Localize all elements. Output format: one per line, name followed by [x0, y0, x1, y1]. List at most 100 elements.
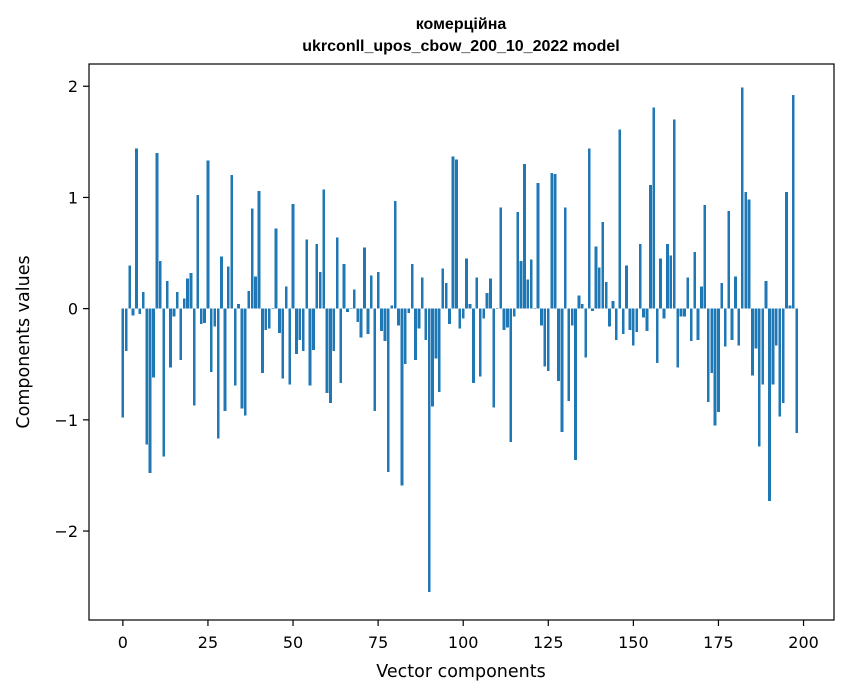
bar	[540, 308, 543, 326]
bar	[158, 260, 162, 309]
bar	[138, 308, 142, 315]
bar	[662, 308, 666, 319]
bar	[788, 305, 792, 309]
bar	[421, 277, 424, 309]
bar	[727, 210, 731, 309]
bar	[757, 308, 761, 447]
bar	[281, 308, 285, 379]
x-tick-label: 75	[368, 633, 388, 652]
bar	[553, 174, 557, 309]
bar	[186, 278, 189, 309]
bar	[189, 273, 193, 309]
bar	[560, 308, 564, 433]
bar	[254, 276, 257, 309]
bar	[291, 204, 295, 309]
y-tick-label: 2	[68, 77, 78, 96]
bar	[666, 244, 669, 309]
bar	[577, 295, 581, 309]
bar	[264, 308, 268, 330]
x-tick-label: 200	[788, 633, 819, 652]
bar	[492, 308, 496, 408]
bar	[764, 280, 768, 309]
bar	[318, 271, 322, 309]
y-tick-label: −1	[54, 411, 78, 430]
bar	[145, 308, 149, 445]
bar	[220, 256, 223, 309]
bar	[730, 308, 734, 340]
bar	[526, 279, 530, 309]
bar	[175, 291, 179, 309]
bar	[669, 255, 673, 309]
bar	[523, 164, 526, 309]
bar	[761, 308, 765, 385]
bar	[649, 185, 652, 309]
bar	[768, 308, 771, 502]
bar	[373, 308, 377, 411]
bar	[628, 308, 632, 330]
bar	[713, 308, 717, 426]
bar	[625, 265, 628, 309]
bar	[410, 264, 414, 309]
bar	[679, 308, 683, 317]
bar	[386, 308, 390, 473]
bar	[295, 308, 298, 355]
bar	[676, 308, 679, 368]
bar	[196, 195, 200, 309]
bar	[703, 205, 707, 309]
bar	[546, 308, 550, 371]
bar	[240, 308, 244, 409]
y-axis-label: Components values	[14, 255, 34, 428]
bar	[475, 277, 479, 309]
bar	[659, 258, 662, 309]
x-tick-label: 125	[533, 633, 564, 652]
bar	[216, 308, 220, 439]
bar	[689, 308, 693, 341]
bar	[465, 258, 468, 309]
bar	[645, 308, 649, 331]
bar	[244, 308, 247, 416]
bar	[706, 308, 710, 403]
bar	[329, 308, 332, 404]
bar	[400, 308, 404, 486]
bar	[417, 308, 421, 329]
bar	[213, 308, 217, 327]
bar	[502, 308, 506, 330]
bar	[468, 304, 472, 309]
bar	[601, 221, 605, 309]
bar	[223, 308, 227, 411]
bar	[594, 246, 598, 309]
bar	[655, 308, 659, 364]
bar	[414, 308, 417, 360]
bar	[557, 308, 560, 381]
bar	[512, 308, 516, 317]
bar	[274, 228, 278, 309]
bar	[206, 160, 210, 309]
bar	[458, 308, 462, 329]
bar	[781, 308, 785, 404]
bar	[298, 308, 302, 340]
bar	[237, 304, 240, 309]
x-axis-label: Vector components	[376, 662, 545, 682]
bar	[335, 237, 339, 309]
bar	[308, 308, 312, 386]
bars-group	[121, 87, 799, 593]
bar	[723, 308, 727, 347]
bar	[519, 260, 523, 309]
y-tick-label: 1	[68, 188, 78, 207]
bar	[791, 95, 795, 309]
bar	[642, 308, 645, 318]
bar	[250, 208, 254, 309]
bar	[506, 308, 509, 328]
bar	[529, 259, 533, 309]
bar	[346, 308, 349, 312]
bar	[301, 308, 305, 351]
bar	[550, 172, 554, 309]
x-tick-label: 25	[198, 633, 218, 652]
bar	[734, 276, 737, 309]
x-tick-label: 150	[618, 633, 649, 652]
bar	[284, 286, 288, 309]
bar	[754, 308, 758, 349]
bar	[278, 308, 281, 334]
bar	[795, 308, 799, 434]
